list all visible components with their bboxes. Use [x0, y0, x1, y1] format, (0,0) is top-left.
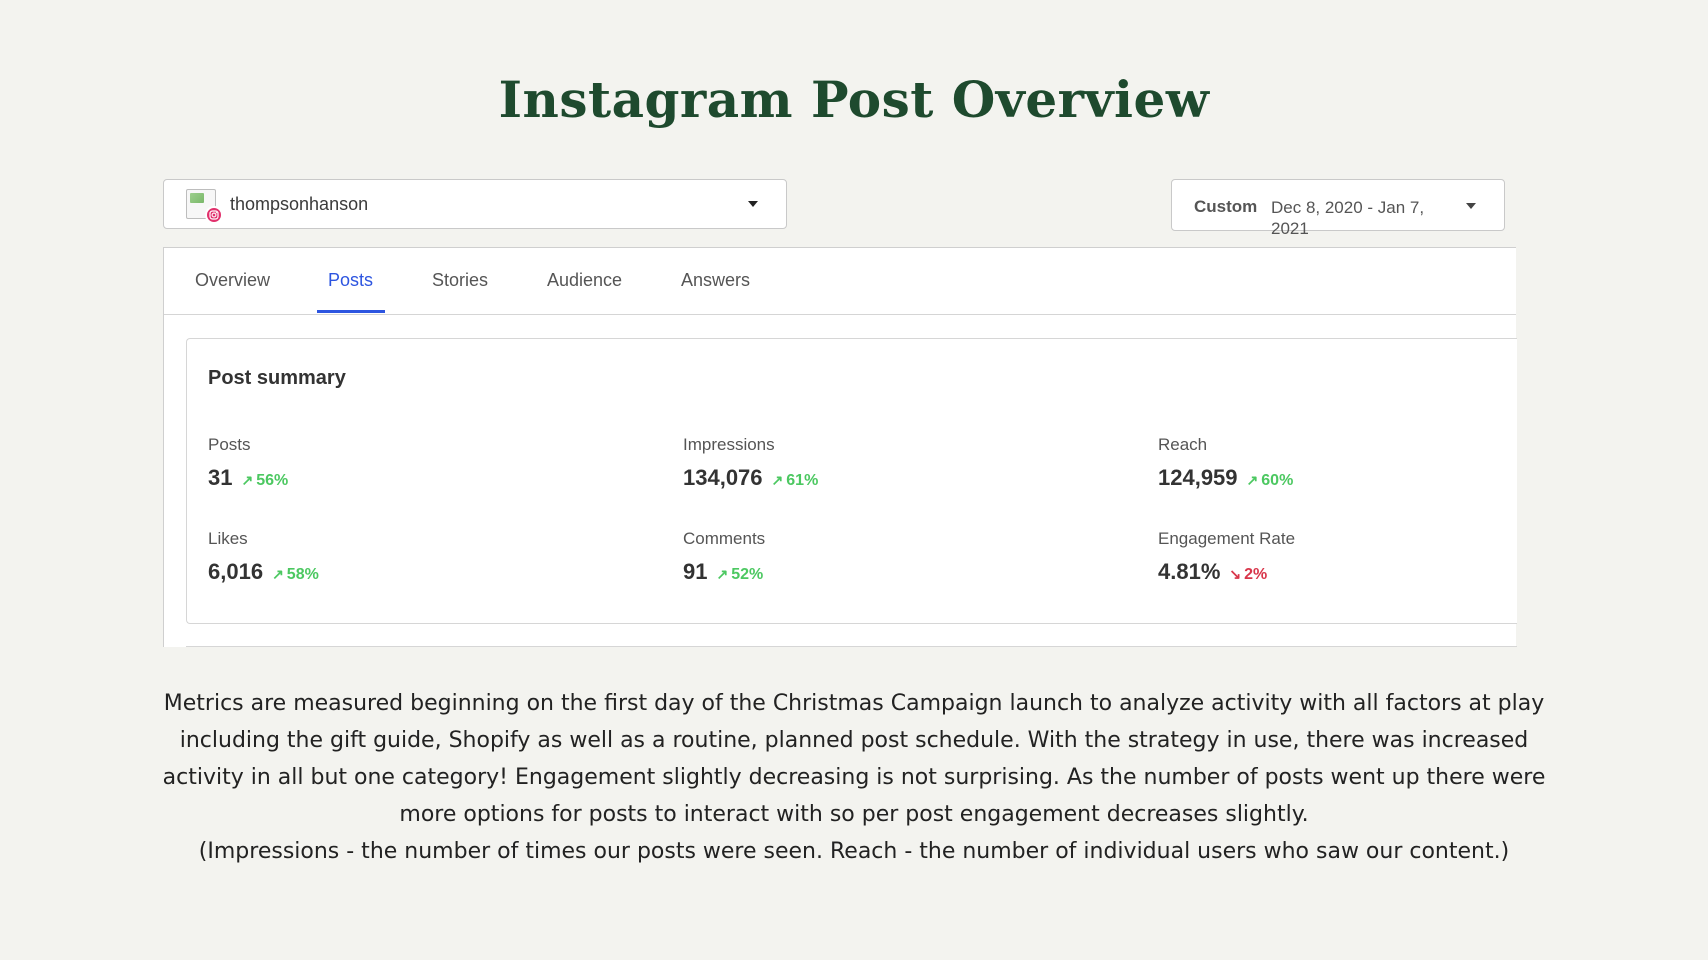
page-title: Instagram Post Overview: [498, 70, 1210, 129]
metric-value: 91: [683, 559, 708, 584]
metric-change: ↘ 2%: [1229, 566, 1268, 583]
metric-change: ↗ 52%: [716, 566, 764, 583]
arrow-up-right-icon: ↗: [716, 566, 729, 582]
arrow-down-right-icon: ↘: [1229, 566, 1242, 582]
caret-down-icon[interactable]: [748, 201, 758, 207]
active-tab-indicator: [317, 310, 385, 313]
caption-note: (Impressions - the number of times our p…: [198, 839, 1510, 864]
instagram-icon: [205, 206, 223, 224]
metric-label: Likes: [208, 529, 248, 548]
metric-change: ↗ 61%: [771, 472, 819, 489]
metric-change: ↗ 58%: [272, 566, 319, 583]
metric-label: Reach: [1158, 435, 1208, 454]
post-summary-card: Post summary Posts 31 ↗ 56% Impressions 1…: [186, 338, 1517, 624]
tab-audience[interactable]: Audience: [547, 270, 623, 290]
metric-label: Impressions: [683, 435, 775, 454]
metric-change: ↗ 60%: [1246, 472, 1294, 489]
metric-value: 4.81%: [1158, 559, 1221, 584]
divider: [186, 646, 1517, 647]
card-title: Post summary: [208, 367, 346, 389]
metric-label: Posts: [208, 435, 251, 454]
metric-label: Engagement Rate: [1158, 529, 1296, 548]
tab-answers[interactable]: Answers: [681, 270, 751, 290]
broken-image-icon: [186, 189, 223, 224]
metric-value: 134,076: [683, 465, 763, 490]
metric-label: Comments: [683, 529, 766, 548]
metric-posts: Posts 31 ↗ 56%: [208, 435, 288, 491]
arrow-up-right-icon: ↗: [771, 472, 784, 488]
metric-likes: Likes 6,016 ↗ 58%: [208, 529, 319, 585]
metric-value: 6,016: [208, 559, 264, 584]
metric-engagement-rate: Engagement Rate 4.81% ↘ 2%: [1158, 529, 1295, 585]
metric-change: ↗ 56%: [241, 472, 289, 489]
tab-stories[interactable]: Stories: [432, 270, 489, 290]
metric-value: 124,959: [1158, 465, 1238, 490]
account-name: thompsonhanson: [230, 193, 369, 214]
account-selector[interactable]: thompsonhanson: [163, 179, 787, 229]
metric-reach: Reach 124,959 ↗ 60%: [1158, 435, 1293, 491]
metric-comments: Comments 91 ↗ 52%: [683, 529, 765, 585]
arrow-up-right-icon: ↗: [241, 472, 254, 488]
tab-bar: Overview Posts Stories Audience Answers: [164, 248, 1516, 315]
metric-impressions: Impressions 134,076 ↗ 61%: [683, 435, 818, 491]
caption: Metrics are measured beginning on the fi…: [140, 685, 1568, 870]
date-type-label: Custom: [1194, 197, 1258, 216]
date-range-value: Dec 8, 2020 - Jan 7, 2021: [1271, 198, 1425, 238]
insights-panel: Overview Posts Stories Audience Answers …: [163, 247, 1517, 647]
arrow-up-right-icon: ↗: [272, 566, 284, 582]
date-range-selector[interactable]: Custom Dec 8, 2020 - Jan 7, 2021: [1171, 179, 1505, 238]
caption-paragraph: Metrics are measured beginning on the fi…: [162, 691, 1546, 827]
tab-overview[interactable]: Overview: [195, 270, 271, 290]
caret-down-icon[interactable]: [1466, 203, 1476, 209]
tab-posts[interactable]: Posts: [328, 270, 374, 290]
metric-value: 31: [208, 465, 233, 490]
arrow-up-right-icon: ↗: [1246, 472, 1259, 488]
